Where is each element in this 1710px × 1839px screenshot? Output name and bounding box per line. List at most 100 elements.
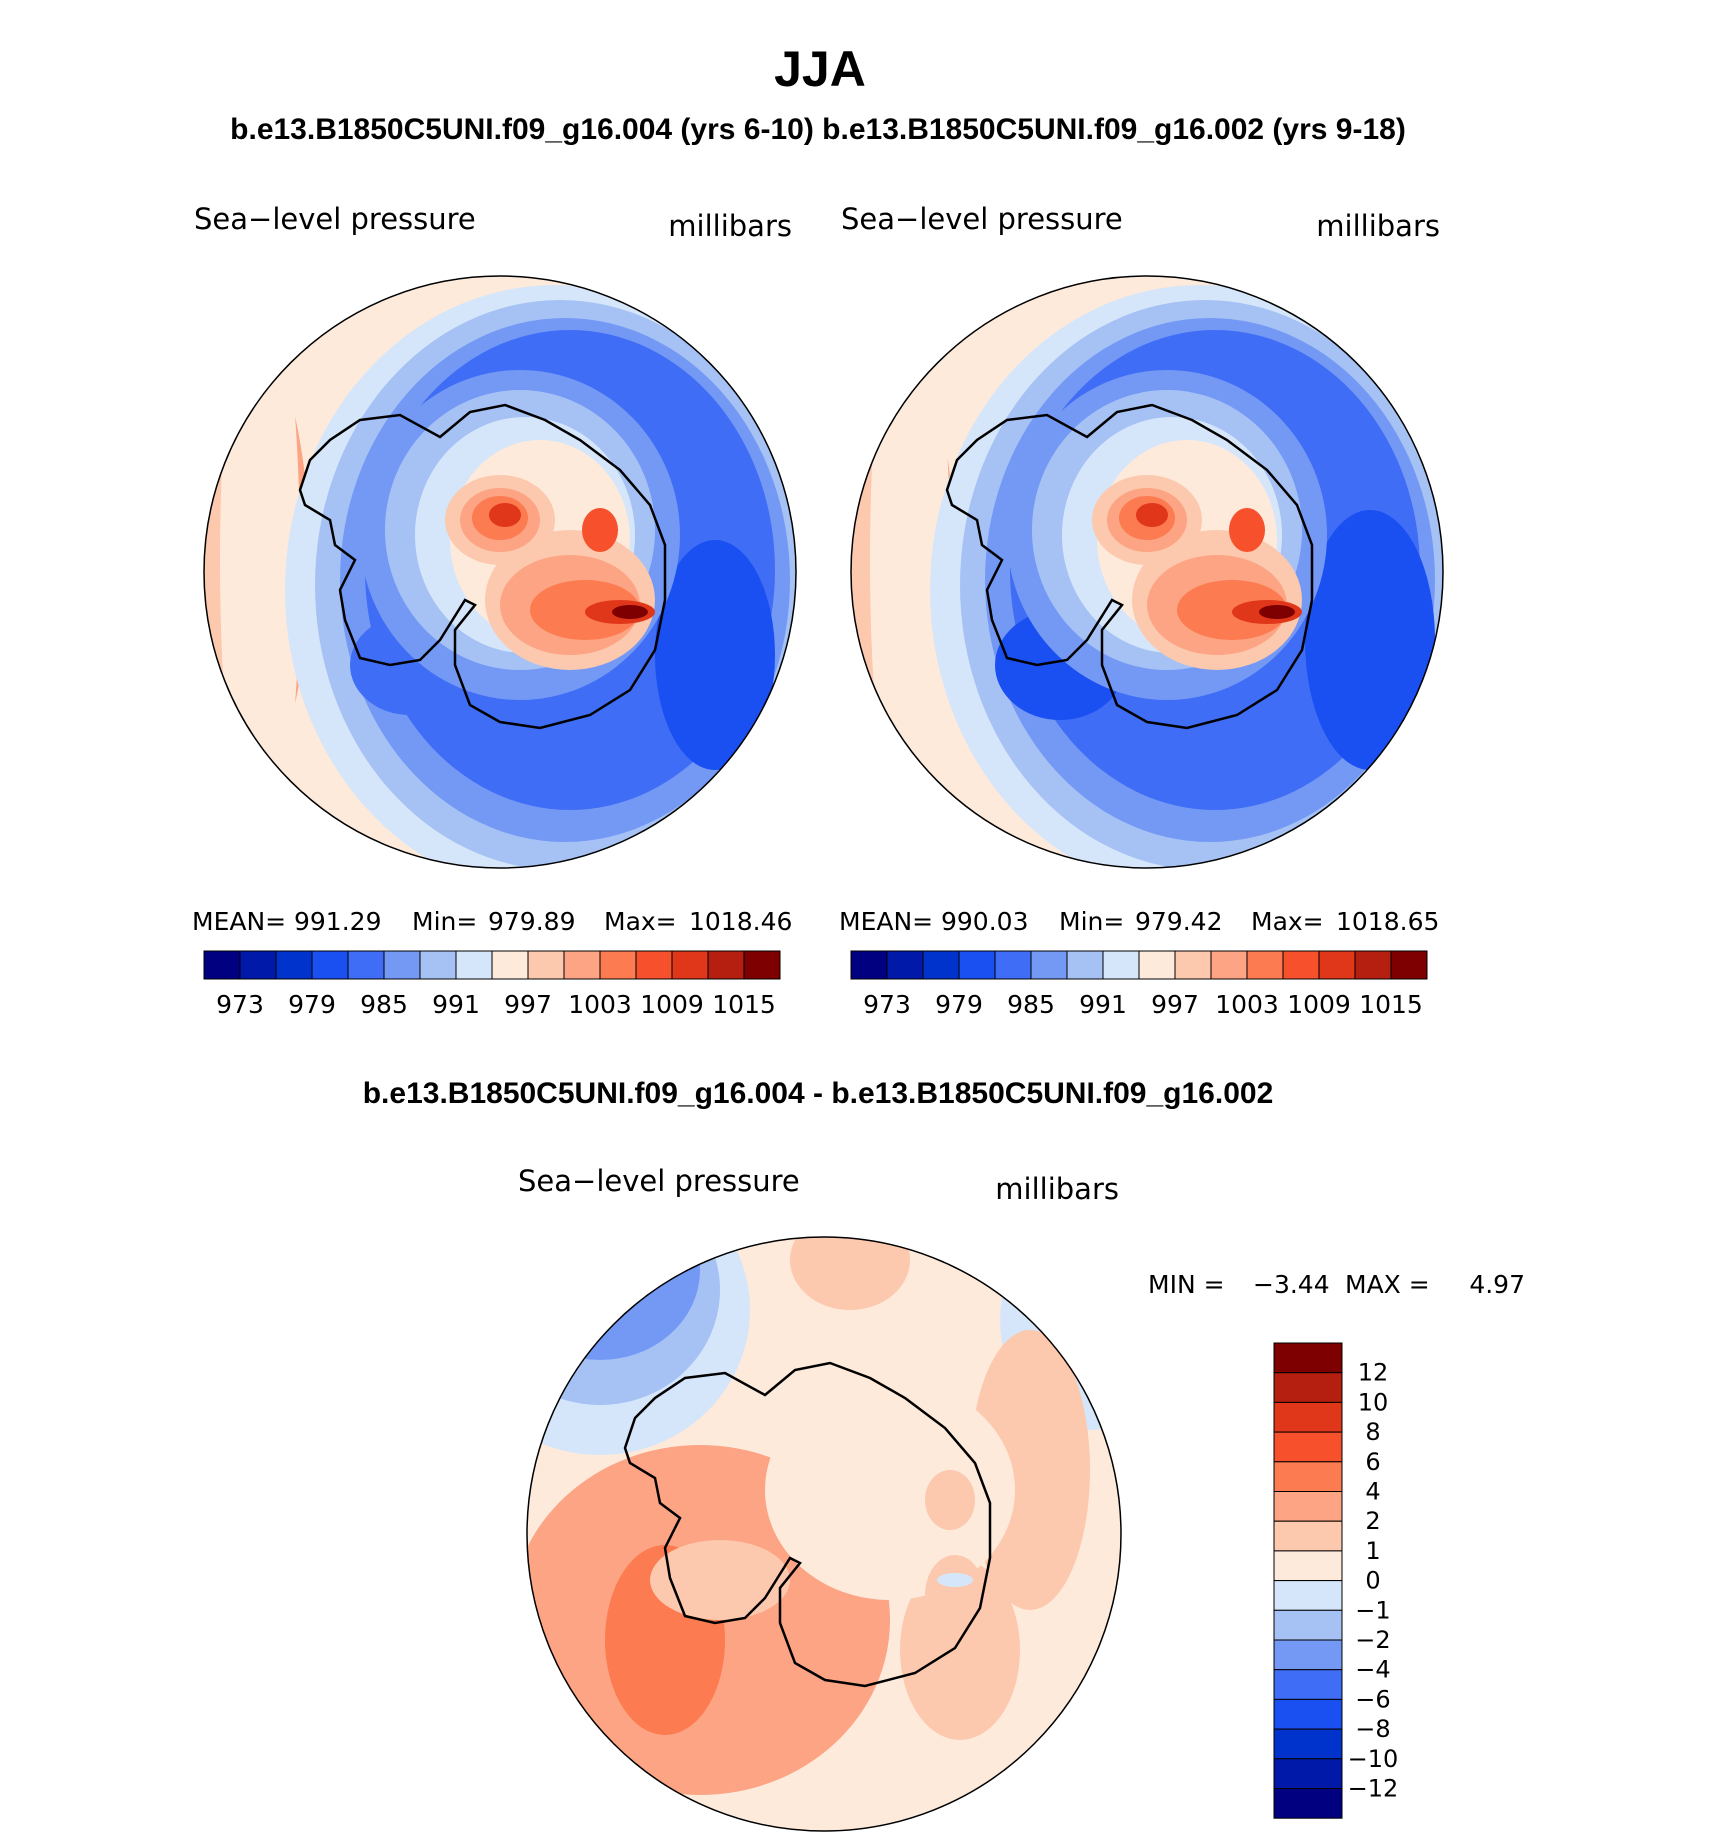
left-colorbar-label: 991 [432,990,480,1019]
right-min-label: Min= [1059,907,1124,936]
diff-colorbar-label: 8 [1365,1418,1380,1446]
right-colorbar-swatch [1354,950,1392,980]
left-colorbar-label: 985 [360,990,408,1019]
left-colorbar-label: 1015 [712,990,776,1019]
right-colorbar-label: 991 [1079,990,1127,1019]
right-colorbar-label: 973 [863,990,911,1019]
left-colorbar-swatch [527,950,565,980]
diff-map-border [526,1236,1122,1832]
diff-colorbar-label: −1 [1355,1596,1390,1624]
figure-header: b.e13.B1850C5UNI.f09_g16.004 (yrs 6-10) … [230,113,1406,146]
diff-colorbar-label: −4 [1355,1656,1390,1684]
left-units-label: millibars [668,209,792,243]
right-colorbar-swatch [1174,950,1212,980]
diff-colorbar-label: −6 [1355,1685,1390,1713]
right-colorbar-label: 985 [1007,990,1055,1019]
left-max-label: Max= [604,907,677,936]
left-variable-label: Sea−level pressure [194,202,476,236]
left-panel: Sea−level pressure millibars [192,202,797,1019]
left-polar-map [204,276,796,868]
left-colorbar-label: 973 [216,990,264,1019]
diff-colorbar-label: 6 [1365,1448,1380,1476]
diff-colorbar-label: −12 [1348,1775,1399,1803]
left-min-label: Min= [412,907,477,936]
diff-colorbar-swatch [1273,1401,1343,1433]
diff-colorbar-label: 2 [1365,1507,1380,1535]
right-colorbar-label: 979 [935,990,983,1019]
left-colorbar-swatch [491,950,529,980]
right-colorbar-swatch [850,950,888,980]
right-mean-label: MEAN= [839,907,933,936]
diff-colorbar-label: 4 [1365,1478,1380,1506]
diff-min-label: MIN = [1148,1270,1225,1299]
left-colorbar-label: 997 [504,990,552,1019]
left-colorbar-swatch [599,950,637,980]
left-colorbar-swatch [311,950,349,980]
right-colorbar-swatch [1138,950,1176,980]
diff-units-label: millibars [995,1172,1119,1206]
left-max-value: 1018.46 [689,907,792,936]
left-min-value: 979.89 [488,907,575,936]
diff-min-value: −3.44 [1253,1270,1330,1299]
diff-colorbar-label: −8 [1355,1715,1390,1743]
right-variable-label: Sea−level pressure [841,202,1123,236]
left-colorbar-swatch [563,950,601,980]
right-colorbar-swatch [886,950,924,980]
diff-colorbar-label: 12 [1358,1359,1389,1387]
diff-colorbar-swatch [1273,1461,1343,1493]
left-colorbar-swatch [635,950,673,980]
left-mean-value: 991.29 [294,907,381,936]
diff-colorbar-label: 0 [1365,1567,1380,1595]
right-colorbar-swatch [1102,950,1140,980]
diff-colorbar-label: −10 [1348,1745,1399,1773]
right-antarctica-coastline [945,403,1314,730]
right-colorbar-swatch [958,950,996,980]
right-map-border [850,275,1444,869]
diff-max-value: 4.97 [1469,1270,1525,1299]
diff-max-label: MAX = [1345,1270,1430,1299]
season-title: JJA [774,41,866,97]
right-colorbar-swatch [1390,950,1428,980]
right-colorbar-swatch [1210,950,1248,980]
diff-colorbar-swatch [1273,1669,1343,1700]
left-colorbar-swatch [239,950,277,980]
diff-colorbar-swatch [1273,1342,1343,1374]
left-colorbar-swatch [743,950,781,980]
left-colorbar: 973 979 985 991 997 1003 1009 1015 [203,950,781,1019]
diff-colorbar-swatch [1273,1431,1343,1463]
left-colorbar-swatch [347,950,385,980]
diff-colorbar-swatch [1273,1609,1343,1641]
right-colorbar-swatch [1282,950,1320,980]
right-colorbar-swatch [1066,950,1104,980]
left-colorbar-label: 1003 [568,990,632,1019]
left-antarctica-coastline [298,403,667,730]
left-colorbar-swatch [275,950,313,980]
right-mean-value: 990.03 [941,907,1028,936]
left-colorbar-swatch [671,950,709,980]
right-units-label: millibars [1316,209,1440,243]
left-colorbar-swatch [455,950,493,980]
diff-colorbar-swatch [1273,1788,1343,1819]
right-colorbar-label: 1009 [1287,990,1351,1019]
right-min-value: 979.42 [1135,907,1222,936]
left-colorbar-swatch [383,950,421,980]
right-colorbar-swatch [1246,950,1284,980]
diff-colorbar-swatch [1273,1491,1343,1522]
diff-colorbar-swatch [1273,1698,1343,1730]
diff-polar-map [527,1237,1121,1831]
right-max-label: Max= [1251,907,1324,936]
left-colorbar-swatch [707,950,745,980]
right-colorbar-swatch [1318,950,1356,980]
diff-title: b.e13.B1850C5UNI.f09_g16.004 - b.e13.B18… [363,1077,1274,1110]
diff-colorbar-label: −2 [1355,1626,1390,1654]
diff-colorbar-swatch [1273,1372,1343,1403]
left-mean-label: MEAN= [192,907,286,936]
right-colorbar-swatch [1030,950,1068,980]
right-colorbar-label: 1003 [1215,990,1279,1019]
diff-colorbar-swatch [1273,1758,1343,1790]
right-colorbar-label: 1015 [1359,990,1423,1019]
diff-colorbar-label: 1 [1365,1537,1380,1565]
diff-colorbar-swatch [1273,1639,1343,1671]
